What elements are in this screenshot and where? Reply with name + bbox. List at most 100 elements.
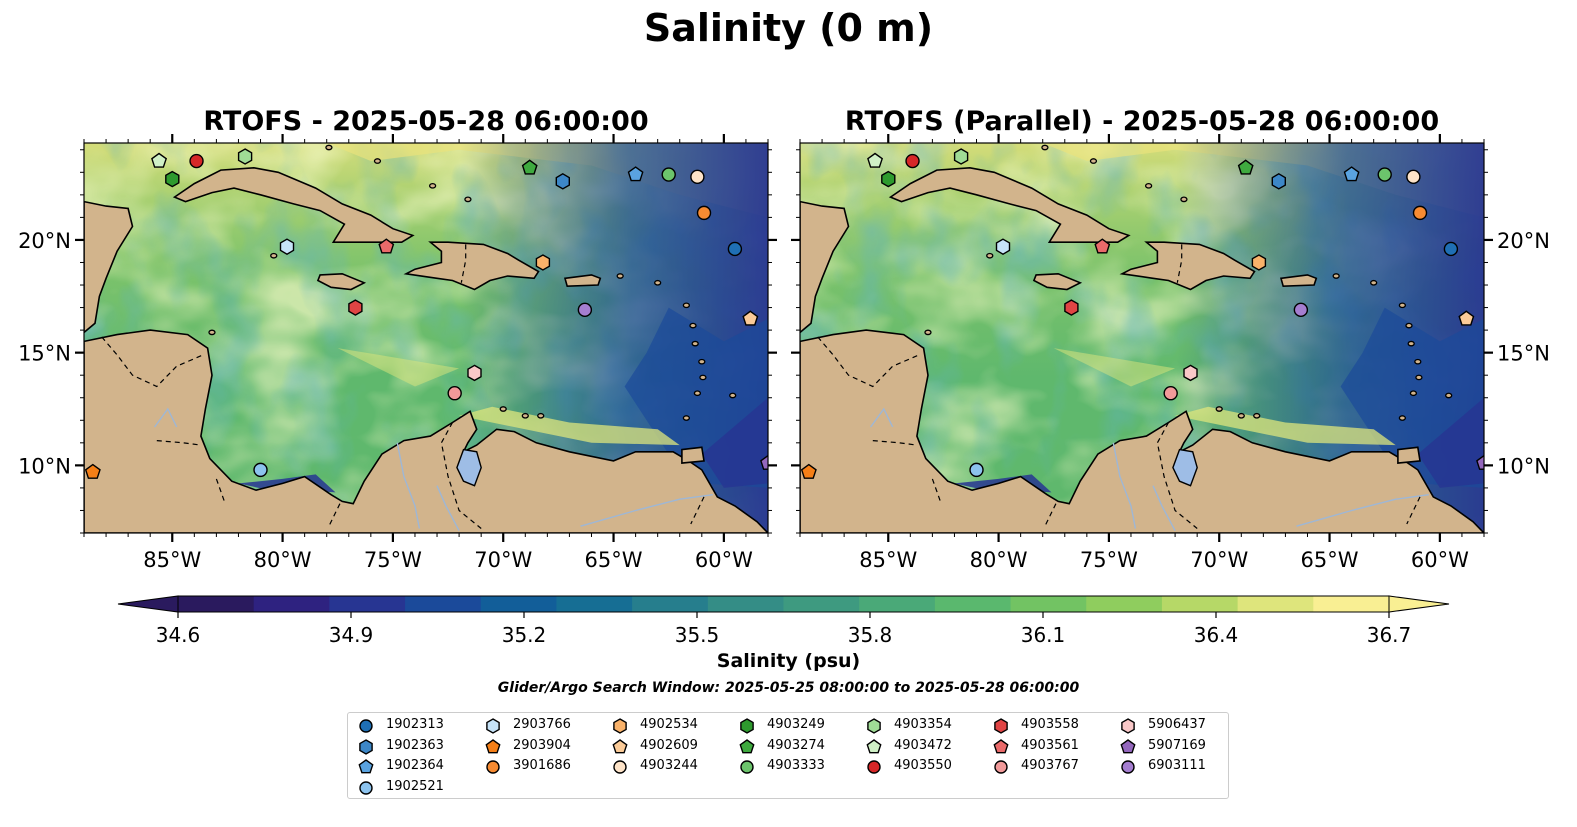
legend-label: 4903767	[1021, 758, 1079, 773]
legend-marker-pentagon	[993, 738, 1009, 753]
float-3901686	[1412, 205, 1428, 221]
island	[693, 390, 702, 397]
island	[616, 273, 624, 279]
colorbar-segment	[178, 596, 255, 612]
float-4903354	[237, 148, 253, 165]
landmass	[563, 274, 602, 288]
legend-marker-hexagon	[613, 718, 627, 734]
island	[1041, 144, 1049, 151]
float-5907169	[760, 454, 768, 470]
float-4903274	[521, 159, 538, 175]
float-4903550	[905, 153, 920, 169]
legend-label: 5907169	[1148, 737, 1206, 753]
island	[1398, 302, 1407, 309]
float-4903767	[447, 386, 462, 401]
lat-tick-label: 10°N	[1497, 454, 1550, 478]
legend-label: 1902313	[386, 717, 444, 732]
island	[1415, 374, 1423, 381]
island	[1405, 322, 1413, 329]
colorbar-segment	[859, 596, 936, 612]
legend-marker-circle	[740, 760, 754, 774]
colorbar-tick-label: 36.7	[1367, 623, 1412, 647]
float-4903472	[867, 152, 884, 168]
float-4902534	[1251, 254, 1267, 271]
island	[325, 144, 333, 151]
lon-tick-label: 85°W	[143, 548, 201, 572]
legend-label: 4903550	[894, 758, 952, 773]
island	[1089, 158, 1098, 164]
legend-label: 6903111	[1148, 758, 1206, 773]
float-6903111	[1293, 302, 1309, 318]
lat-tick-label: 20°N	[1497, 229, 1550, 253]
legend-marker-pentagon	[1120, 738, 1136, 753]
legend-marker-circle	[1121, 760, 1135, 774]
float-1902364	[1343, 166, 1360, 182]
colorbar-tick-label: 34.6	[156, 623, 201, 647]
colorbar-tick-label: 35.5	[675, 623, 720, 647]
island	[924, 329, 932, 336]
colorbar-extend-low	[117, 595, 179, 613]
float-1902521	[253, 462, 268, 478]
float-4902534	[535, 254, 551, 271]
colorbar-segment	[1010, 596, 1087, 612]
float-6903111	[577, 302, 593, 318]
legend-label: 4903354	[894, 717, 952, 732]
float-2903766	[279, 238, 295, 256]
colorbar-label: Salinity (psu)	[716, 650, 861, 672]
island	[682, 302, 691, 309]
float-4903333	[1377, 167, 1392, 182]
legend-marker-pentagon	[739, 738, 755, 753]
lake-maracaibo	[456, 448, 482, 487]
landmass	[681, 446, 705, 464]
island	[654, 279, 662, 286]
float-4902609	[1458, 310, 1475, 326]
landmass	[1032, 272, 1083, 291]
island	[537, 412, 545, 419]
legend-marker-hexagon	[740, 718, 754, 734]
island	[1253, 412, 1261, 419]
lon-tick-label: 60°W	[1411, 548, 1469, 572]
colorbar-segment	[329, 596, 406, 612]
island	[499, 406, 507, 412]
island	[464, 196, 472, 203]
legend-marker-circle	[994, 760, 1008, 774]
island	[682, 415, 691, 421]
float-4903244	[690, 169, 705, 185]
salinity-colorbar: 34.6 34.9 35.2 35.5 35.8 36.1 36.4 36.7	[117, 595, 1450, 647]
legend-marker-hexagon	[359, 738, 373, 755]
panel-title-rtofs-parallel: RTOFS (Parallel) - 2025-05-28 06:00:00	[844, 106, 1440, 137]
colorbar-segment	[1161, 596, 1239, 612]
legend-marker-pentagon	[612, 738, 628, 753]
legend-label: 4903561	[1021, 737, 1079, 753]
landmass	[888, 166, 1131, 243]
float-5906437	[467, 364, 482, 382]
legend-marker-hexagon	[867, 718, 881, 734]
lon-tick-label: 80°W	[254, 548, 312, 572]
lon-tick-label: 75°W	[364, 548, 422, 572]
island	[689, 322, 697, 329]
island	[1414, 358, 1422, 365]
search-window-note: Glider/Argo Search Window: 2025-05-25 08…	[497, 680, 1080, 696]
legend-label: 4903472	[894, 737, 952, 753]
colorbar-tick-label: 34.9	[329, 623, 374, 647]
legend-label: 4903244	[640, 758, 698, 773]
legend-marker-circle	[613, 760, 627, 774]
float-1902364	[627, 166, 644, 182]
float-2903904	[800, 463, 817, 479]
island	[1144, 182, 1153, 189]
legend-marker-hexagon	[1121, 718, 1135, 734]
figure-title: Salinity (0 m)	[643, 6, 934, 50]
island	[1398, 415, 1407, 421]
island	[1180, 196, 1188, 203]
island	[986, 252, 994, 259]
legend-label: 3901686	[513, 758, 571, 773]
float-4903274	[1237, 159, 1254, 175]
colorbar-tick-label: 36.1	[1021, 623, 1066, 647]
colorbar-segment	[480, 596, 558, 612]
island	[698, 358, 706, 365]
landmass	[1119, 241, 1256, 291]
float-4903333	[661, 167, 676, 182]
landmass	[800, 200, 850, 334]
colorbar-tick-label: 35.2	[502, 623, 547, 647]
colorbar-segment	[934, 596, 1012, 612]
